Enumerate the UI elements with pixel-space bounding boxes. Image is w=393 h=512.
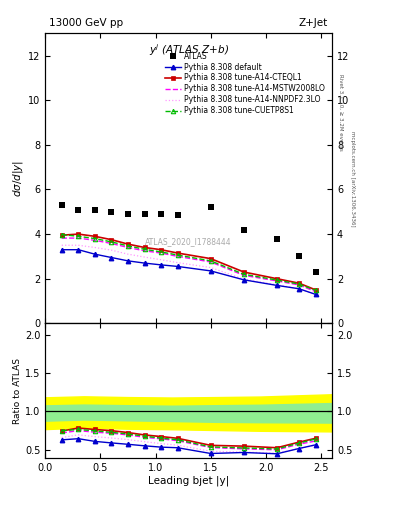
Pythia 8.308 tune-CUETP8S1: [76, 233, 81, 240]
Pythia 8.308 tune-A14-CTEQL1: [59, 232, 64, 238]
Pythia 8.308 tune-A14-MSTW2008LO: [175, 253, 180, 260]
Pythia 8.308 tune-CUETP8S1: [175, 252, 180, 258]
Pythia 8.308 tune-CUETP8S1: [59, 231, 64, 238]
ATLAS: [126, 211, 130, 217]
Pythia 8.308 tune-CUETP8S1: [126, 243, 130, 249]
Pythia 8.308 tune-A14-CTEQL1: [159, 247, 163, 253]
Pythia 8.308 tune-A14-MSTW2008LO: [76, 235, 81, 241]
ATLAS: [313, 269, 318, 275]
Pythia 8.308 tune-A14-NNPDF2.3LO: [126, 251, 130, 257]
ATLAS: [175, 212, 180, 218]
Pythia 8.308 tune-A14-CTEQL1: [208, 255, 213, 262]
Text: Rivet 3.1.10, ≥ 3.2M events: Rivet 3.1.10, ≥ 3.2M events: [338, 74, 343, 151]
ATLAS: [241, 226, 246, 232]
Y-axis label: Ratio to ATLAS: Ratio to ATLAS: [13, 358, 22, 424]
Pythia 8.308 tune-A14-MSTW2008LO: [159, 250, 163, 256]
Pythia 8.308 default: [109, 254, 114, 261]
Pythia 8.308 tune-A14-CTEQL1: [175, 250, 180, 256]
Pythia 8.308 tune-A14-MSTW2008LO: [126, 244, 130, 250]
Pythia 8.308 tune-A14-CTEQL1: [241, 269, 246, 275]
Pythia 8.308 tune-A14-NNPDF2.3LO: [175, 260, 180, 266]
Pythia 8.308 tune-A14-MSTW2008LO: [92, 237, 97, 243]
Line: Pythia 8.308 tune-A14-MSTW2008LO: Pythia 8.308 tune-A14-MSTW2008LO: [62, 238, 316, 292]
Pythia 8.308 tune-A14-MSTW2008LO: [59, 235, 64, 241]
Text: ATLAS_2020_I1788444: ATLAS_2020_I1788444: [145, 238, 232, 247]
Pythia 8.308 default: [92, 251, 97, 257]
ATLAS: [92, 206, 97, 212]
Line: Pythia 8.308 tune-A14-CTEQL1: Pythia 8.308 tune-A14-CTEQL1: [60, 232, 317, 292]
Pythia 8.308 tune-A14-MSTW2008LO: [275, 278, 279, 284]
Pythia 8.308 default: [76, 247, 81, 253]
Pythia 8.308 tune-A14-NNPDF2.3LO: [76, 242, 81, 248]
Pythia 8.308 default: [59, 247, 64, 253]
Pythia 8.308 default: [313, 291, 318, 297]
Pythia 8.308 tune-A14-NNPDF2.3LO: [241, 276, 246, 282]
Pythia 8.308 tune-CUETP8S1: [313, 287, 318, 293]
ATLAS: [159, 211, 163, 217]
Pythia 8.308 tune-CUETP8S1: [109, 239, 114, 245]
Pythia 8.308 tune-A14-NNPDF2.3LO: [92, 244, 97, 250]
Y-axis label: $d\sigma/d|y|$: $d\sigma/d|y|$: [11, 160, 25, 197]
Pythia 8.308 tune-A14-NNPDF2.3LO: [275, 282, 279, 288]
Line: Pythia 8.308 tune-A14-NNPDF2.3LO: Pythia 8.308 tune-A14-NNPDF2.3LO: [62, 245, 316, 295]
Pythia 8.308 tune-A14-NNPDF2.3LO: [59, 242, 64, 248]
Pythia 8.308 tune-A14-NNPDF2.3LO: [142, 254, 147, 260]
Pythia 8.308 tune-A14-MSTW2008LO: [297, 282, 301, 288]
Pythia 8.308 default: [241, 277, 246, 283]
Pythia 8.308 tune-A14-CTEQL1: [275, 275, 279, 282]
Pythia 8.308 default: [208, 268, 213, 274]
Pythia 8.308 tune-A14-CTEQL1: [313, 287, 318, 293]
Pythia 8.308 tune-CUETP8S1: [208, 258, 213, 264]
Pythia 8.308 tune-A14-MSTW2008LO: [109, 241, 114, 247]
Line: Pythia 8.308 default: Pythia 8.308 default: [59, 247, 318, 296]
Pythia 8.308 tune-A14-MSTW2008LO: [142, 248, 147, 254]
Pythia 8.308 tune-A14-CTEQL1: [76, 231, 81, 237]
Pythia 8.308 tune-A14-NNPDF2.3LO: [109, 247, 114, 253]
Pythia 8.308 tune-CUETP8S1: [241, 271, 246, 278]
Pythia 8.308 tune-CUETP8S1: [275, 277, 279, 283]
Pythia 8.308 tune-CUETP8S1: [92, 236, 97, 242]
Pythia 8.308 tune-CUETP8S1: [159, 249, 163, 255]
Text: Z+Jet: Z+Jet: [299, 18, 328, 28]
ATLAS: [142, 211, 147, 217]
Pythia 8.308 tune-CUETP8S1: [142, 246, 147, 252]
Pythia 8.308 tune-A14-NNPDF2.3LO: [208, 265, 213, 271]
ATLAS: [76, 206, 81, 212]
X-axis label: Leading bjet |y|: Leading bjet |y|: [148, 476, 229, 486]
Line: Pythia 8.308 tune-CUETP8S1: Pythia 8.308 tune-CUETP8S1: [59, 232, 318, 292]
ATLAS: [275, 236, 279, 242]
ATLAS: [208, 204, 213, 210]
Pythia 8.308 tune-A14-MSTW2008LO: [208, 259, 213, 265]
Text: mcplots.cern.ch [arXiv:1306.3436]: mcplots.cern.ch [arXiv:1306.3436]: [350, 132, 355, 227]
Pythia 8.308 tune-A14-NNPDF2.3LO: [159, 257, 163, 263]
Pythia 8.308 default: [297, 286, 301, 292]
ATLAS: [109, 209, 114, 215]
Pythia 8.308 tune-A14-CTEQL1: [109, 237, 114, 243]
Pythia 8.308 tune-A14-CTEQL1: [126, 241, 130, 247]
Pythia 8.308 tune-A14-NNPDF2.3LO: [313, 292, 318, 298]
Pythia 8.308 tune-CUETP8S1: [297, 281, 301, 287]
Pythia 8.308 default: [142, 260, 147, 266]
ATLAS: [59, 202, 64, 208]
Text: $y^{j}$ (ATLAS Z+b): $y^{j}$ (ATLAS Z+b): [149, 42, 229, 58]
Pythia 8.308 tune-A14-CTEQL1: [297, 280, 301, 286]
ATLAS: [297, 253, 301, 260]
Pythia 8.308 tune-A14-MSTW2008LO: [241, 272, 246, 279]
Pythia 8.308 tune-A14-NNPDF2.3LO: [297, 286, 301, 292]
Line: ATLAS: ATLAS: [59, 202, 318, 274]
Pythia 8.308 default: [159, 262, 163, 268]
Legend: ATLAS, Pythia 8.308 default, Pythia 8.308 tune-A14-CTEQL1, Pythia 8.308 tune-A14: ATLAS, Pythia 8.308 default, Pythia 8.30…: [163, 50, 327, 117]
Pythia 8.308 tune-A14-CTEQL1: [92, 233, 97, 240]
Pythia 8.308 tune-A14-MSTW2008LO: [313, 289, 318, 295]
Pythia 8.308 default: [275, 282, 279, 288]
Pythia 8.308 default: [175, 263, 180, 269]
Pythia 8.308 default: [126, 258, 130, 264]
Pythia 8.308 tune-A14-CTEQL1: [142, 244, 147, 250]
Text: 13000 GeV pp: 13000 GeV pp: [49, 18, 123, 28]
